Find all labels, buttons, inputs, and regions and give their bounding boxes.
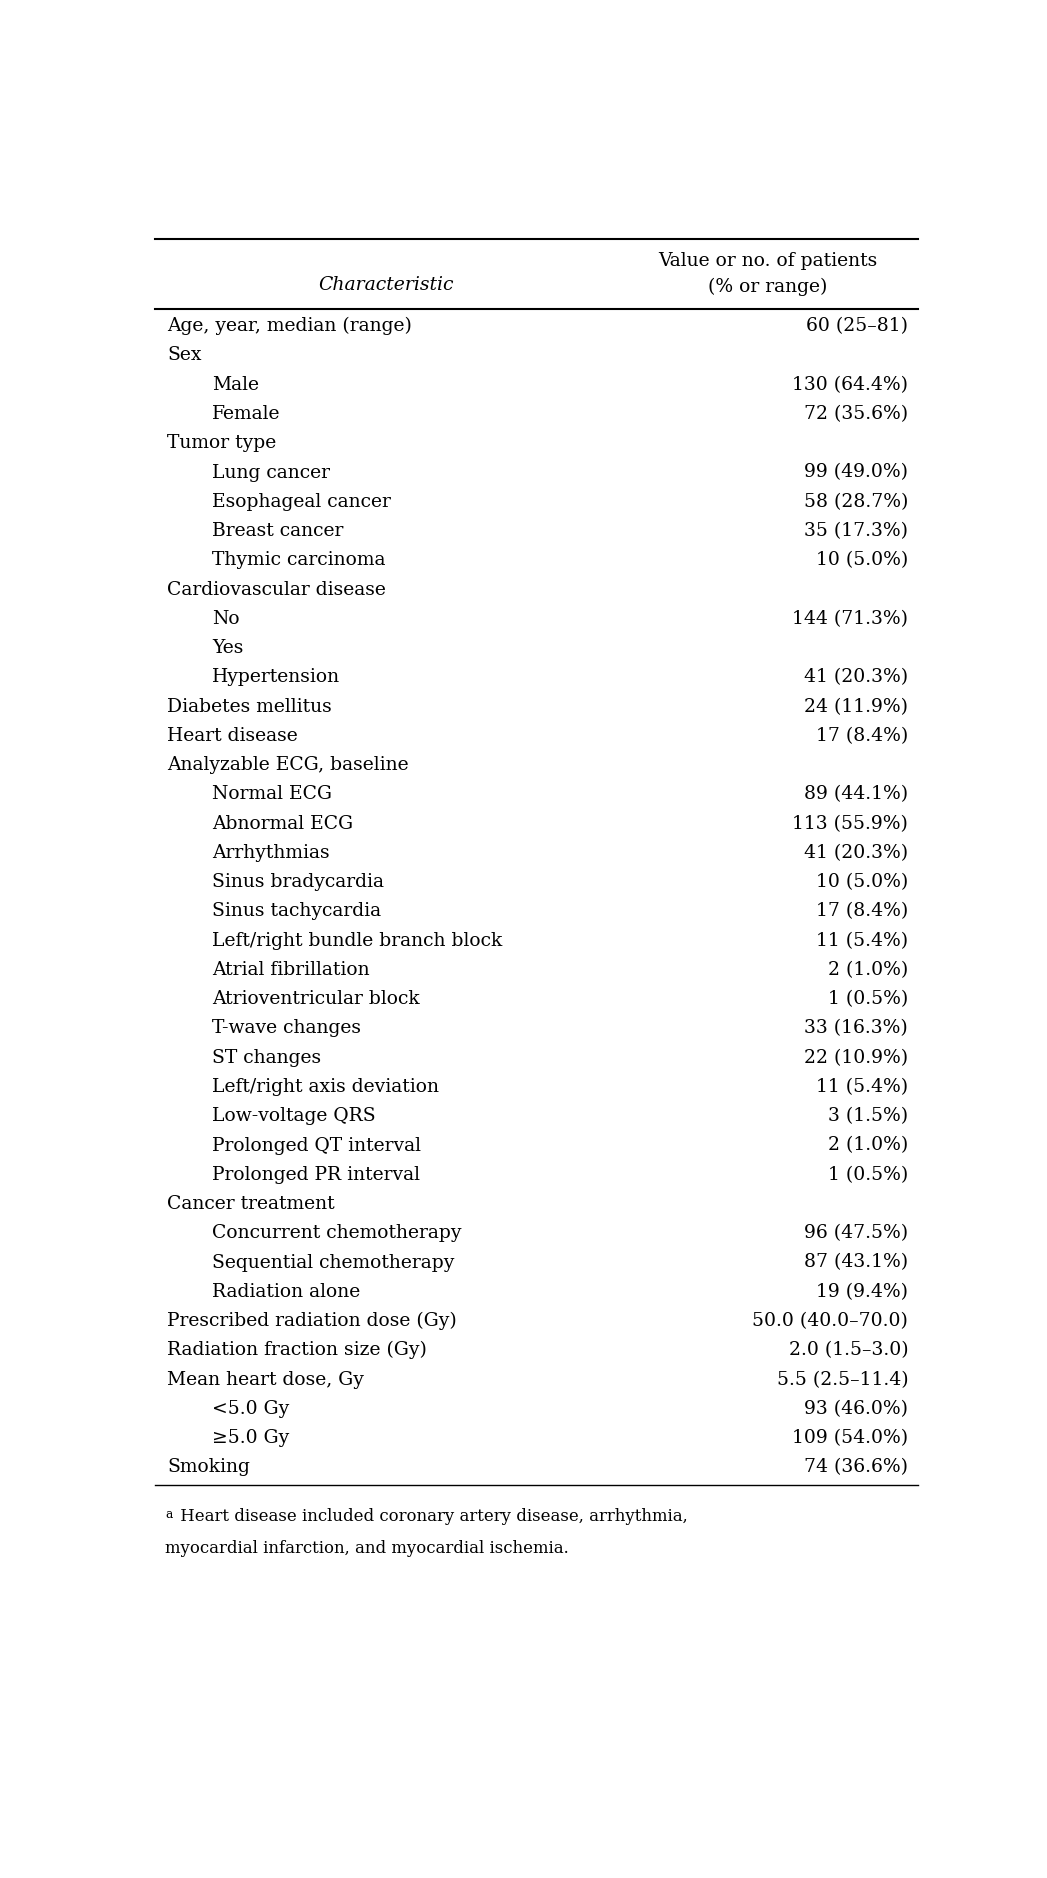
Text: Atrial fibrillation: Atrial fibrillation [211,962,370,978]
Text: 11 (5.4%): 11 (5.4%) [816,1078,908,1097]
Text: Sequential chemotherapy: Sequential chemotherapy [211,1253,454,1271]
Text: Cancer treatment: Cancer treatment [168,1194,335,1213]
Text: Heart disease included coronary artery disease, arrhythmia,: Heart disease included coronary artery d… [175,1508,688,1525]
Text: 109 (54.0%): 109 (54.0%) [793,1429,908,1448]
Text: a: a [165,1508,173,1521]
Text: 50.0 (40.0–70.0): 50.0 (40.0–70.0) [753,1313,908,1330]
Text: 96 (47.5%): 96 (47.5%) [804,1224,908,1241]
Text: Breast cancer: Breast cancer [211,522,343,541]
Text: ST changes: ST changes [211,1048,321,1067]
Text: Concurrent chemotherapy: Concurrent chemotherapy [211,1224,462,1241]
Text: <5.0 Gy: <5.0 Gy [211,1399,289,1418]
Text: 1 (0.5%): 1 (0.5%) [828,990,908,1008]
Text: Sinus bradycardia: Sinus bradycardia [211,873,384,892]
Text: No: No [211,610,240,627]
Text: Sinus tachycardia: Sinus tachycardia [211,903,381,920]
Text: Female: Female [211,406,281,423]
Text: 60 (25–81): 60 (25–81) [806,317,908,336]
Text: 2 (1.0%): 2 (1.0%) [828,1136,908,1155]
Text: 41 (20.3%): 41 (20.3%) [804,669,908,685]
Text: Male: Male [211,376,259,394]
Text: Normal ECG: Normal ECG [211,785,332,804]
Text: 10 (5.0%): 10 (5.0%) [816,552,908,569]
Text: 3 (1.5%): 3 (1.5%) [828,1108,908,1125]
Text: 11 (5.4%): 11 (5.4%) [816,931,908,950]
Text: 1 (0.5%): 1 (0.5%) [828,1166,908,1183]
Text: ≥5.0 Gy: ≥5.0 Gy [211,1429,289,1448]
Text: 113 (55.9%): 113 (55.9%) [793,815,908,832]
Text: 2.0 (1.5–3.0): 2.0 (1.5–3.0) [788,1341,908,1360]
Text: 33 (16.3%): 33 (16.3%) [804,1020,908,1037]
Text: Atrioventricular block: Atrioventricular block [211,990,420,1008]
Text: Smoking: Smoking [168,1459,250,1476]
Text: 144 (71.3%): 144 (71.3%) [793,610,908,627]
Text: 5.5 (2.5–11.4): 5.5 (2.5–11.4) [777,1371,908,1388]
Text: Prolonged PR interval: Prolonged PR interval [211,1166,420,1183]
Text: 93 (46.0%): 93 (46.0%) [804,1399,908,1418]
Text: Cardiovascular disease: Cardiovascular disease [168,580,386,599]
Text: 99 (49.0%): 99 (49.0%) [804,464,908,481]
Text: 35 (17.3%): 35 (17.3%) [804,522,908,541]
Text: 17 (8.4%): 17 (8.4%) [816,903,908,920]
Text: 24 (11.9%): 24 (11.9%) [804,697,908,716]
Text: Esophageal cancer: Esophageal cancer [211,492,391,511]
Text: 74 (36.6%): 74 (36.6%) [804,1459,908,1476]
Text: Tumor type: Tumor type [168,434,276,453]
Text: Age, year, median (range): Age, year, median (range) [168,317,413,336]
Text: Low-voltage QRS: Low-voltage QRS [211,1108,376,1125]
Text: 19 (9.4%): 19 (9.4%) [817,1283,908,1301]
Text: Left/right axis deviation: Left/right axis deviation [211,1078,439,1097]
Text: Yes: Yes [211,639,243,657]
Text: T-wave changes: T-wave changes [211,1020,361,1037]
Text: 58 (28.7%): 58 (28.7%) [804,492,908,511]
Text: Hypertension: Hypertension [211,669,340,685]
Text: 17 (8.4%): 17 (8.4%) [816,727,908,746]
Text: Mean heart dose, Gy: Mean heart dose, Gy [168,1371,364,1388]
Text: Diabetes mellitus: Diabetes mellitus [168,697,332,716]
Text: Lung cancer: Lung cancer [211,464,330,481]
Text: 72 (35.6%): 72 (35.6%) [804,406,908,423]
Text: 10 (5.0%): 10 (5.0%) [816,873,908,892]
Text: Heart disease: Heart disease [168,727,298,746]
Text: Abnormal ECG: Abnormal ECG [211,815,353,832]
Text: Radiation fraction size (Gy): Radiation fraction size (Gy) [168,1341,427,1360]
Text: Value or no. of patients: Value or no. of patients [659,252,877,270]
Text: myocardial infarction, and myocardial ischemia.: myocardial infarction, and myocardial is… [165,1540,569,1557]
Text: Prescribed radiation dose (Gy): Prescribed radiation dose (Gy) [168,1313,458,1330]
Text: Thymic carcinoma: Thymic carcinoma [211,552,385,569]
Text: Left/right bundle branch block: Left/right bundle branch block [211,931,503,950]
Text: Characteristic: Characteristic [318,276,454,295]
Text: Sex: Sex [168,346,202,364]
Text: 130 (64.4%): 130 (64.4%) [793,376,908,394]
Text: Prolonged QT interval: Prolonged QT interval [211,1136,421,1155]
Text: Radiation alone: Radiation alone [211,1283,360,1301]
Text: 87 (43.1%): 87 (43.1%) [804,1253,908,1271]
Text: 2 (1.0%): 2 (1.0%) [828,962,908,978]
Text: (% or range): (% or range) [708,278,827,297]
Text: Arrhythmias: Arrhythmias [211,843,330,862]
Text: 41 (20.3%): 41 (20.3%) [804,843,908,862]
Text: Analyzable ECG, baseline: Analyzable ECG, baseline [168,757,409,774]
Text: 22 (10.9%): 22 (10.9%) [804,1048,908,1067]
Text: 89 (44.1%): 89 (44.1%) [804,785,908,804]
